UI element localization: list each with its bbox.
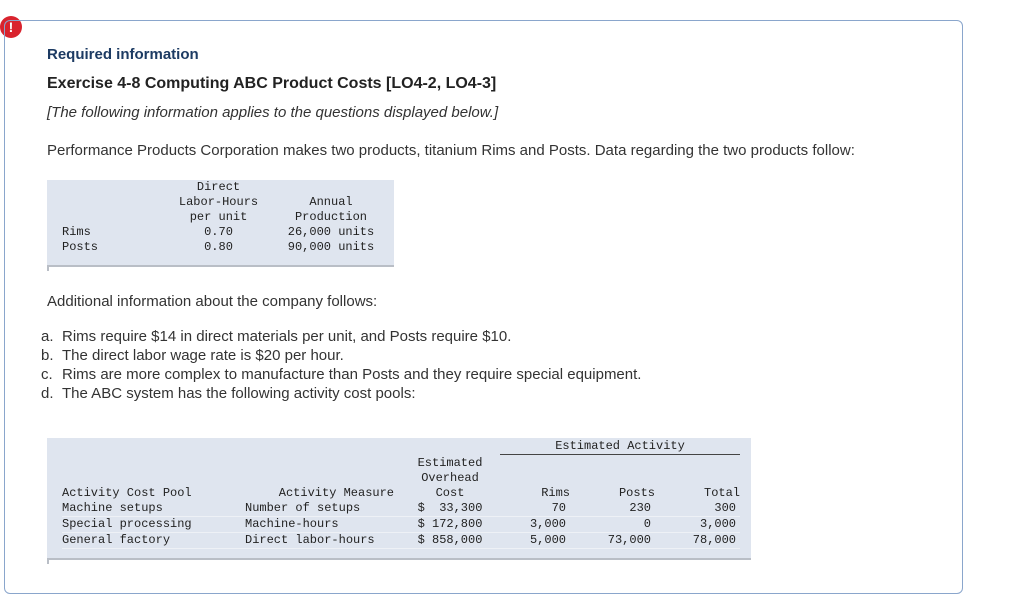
data-row: Posts 0.80 90,000 units [62, 240, 387, 255]
table-rule [47, 265, 394, 267]
header-cell [62, 180, 162, 225]
cell: Special processing [62, 516, 245, 533]
header-row: Activity Cost Pool Activity Measure Estima… [62, 455, 740, 501]
cell: $ 172,800 [400, 516, 500, 533]
cell: 3,000 [500, 516, 570, 533]
table-tick [47, 558, 49, 564]
item-marker: d. [41, 385, 54, 402]
item-marker: b. [41, 347, 54, 364]
header-line: Cost [435, 485, 465, 500]
header-line: Direct [196, 180, 241, 194]
header-line: Estimated [417, 455, 483, 470]
cell: $ 858,000 [400, 532, 500, 549]
header-line: Activity Cost Pool [62, 485, 192, 500]
item-marker: c. [41, 366, 53, 383]
header-cell: Annual Production [275, 180, 387, 225]
item-marker: a. [41, 328, 54, 345]
header-line: Activity Measure [278, 485, 394, 500]
header-line: Overhead [421, 470, 479, 485]
pool-table-box: Estimated Activity Activity Cost Pool Acti… [47, 438, 751, 558]
item-text: Rims require $14 in direct materials per… [62, 328, 512, 345]
additional: Additional information about the company… [47, 293, 378, 310]
product-table-box: Direct Labor-Hours per unit Annual Productio… [47, 180, 394, 266]
cell: 300 [655, 500, 741, 517]
header-line: Total [704, 485, 741, 500]
cell: 0 [570, 516, 655, 533]
cell: 0.80 [204, 240, 233, 254]
cell: 70 [500, 500, 570, 517]
cell: 0.70 [204, 225, 233, 239]
data-row: General factory Direct labor-hours $ 858,0… [62, 532, 741, 549]
cell: Number of setups [245, 500, 400, 517]
info-list: a. Rims require $14 in direct materials p… [41, 327, 641, 403]
header-line: Rims [541, 485, 570, 500]
intro: Performance Products Corporation makes t… [47, 142, 855, 159]
header-cell: Activity Measure [245, 455, 400, 501]
cell: Posts [62, 240, 99, 254]
cell: Direct labor-hours [245, 532, 400, 549]
note: [The following information applies to th… [47, 104, 499, 121]
cell: 5,000 [500, 532, 570, 549]
header-line: Annual [309, 195, 353, 209]
data-row: Machine setups Number of setups $ 33,300 70… [62, 500, 741, 517]
item-text: The ABC system has the following activit… [62, 385, 416, 402]
header-cell: Rims [500, 455, 570, 501]
header-line: Production [294, 210, 367, 224]
header-row: Direct Labor-Hours per unit Annual Productio… [62, 180, 387, 225]
product-table: Direct Labor-Hours per unit Annual Productio… [62, 180, 387, 255]
cell: General factory [62, 532, 245, 549]
header-cell: Direct Labor-Hours per unit [162, 180, 275, 225]
list-item: d. The ABC system has the following activ… [41, 384, 641, 403]
list-item: c. Rims are more complex to manufacture t… [41, 365, 641, 384]
pool-table: Estimated Activity Activity Cost Pool Acti… [62, 438, 741, 549]
exercise-title: Exercise 4-8 Computing ABC Product Costs… [47, 75, 497, 92]
cell: $ 33,300 [400, 500, 500, 517]
cell: Machine-hours [245, 516, 400, 533]
cell: 78,000 [655, 532, 741, 549]
item-text: The direct labor wage rate is $20 per ho… [62, 347, 344, 364]
data-row: Special processing Machine-hours $ 172,800… [62, 516, 741, 533]
group-row: Estimated Activity [62, 438, 741, 455]
header-cell: Activity Cost Pool [62, 455, 245, 501]
required-label: Required information [47, 46, 199, 63]
cell: 73,000 [570, 532, 655, 549]
cell: Machine setups [62, 500, 245, 517]
table-tick [47, 265, 49, 271]
header-line: per unit [189, 210, 248, 224]
header-line: Posts [618, 485, 655, 500]
cell: 3,000 [655, 516, 741, 533]
header-line: Labor-Hours [178, 195, 259, 209]
cell: 230 [570, 500, 655, 517]
data-row: Rims 0.70 26,000 units [62, 225, 387, 240]
header-cell: Posts [570, 455, 655, 501]
question-card [4, 20, 963, 594]
cell: 26,000 units [287, 225, 375, 239]
list-item: b. The direct labor wage rate is $20 per … [41, 346, 641, 365]
cell: Rims [62, 225, 91, 239]
cell: 90,000 units [287, 240, 375, 254]
group-header: Estimated Activity [500, 438, 741, 455]
list-item: a. Rims require $14 in direct materials p… [41, 327, 641, 346]
spacer [62, 438, 500, 455]
table-rule [47, 558, 751, 560]
header-cell: Estimated Overhead Cost [400, 455, 500, 501]
item-text: Rims are more complex to manufacture tha… [62, 366, 642, 383]
header-cell: Total [655, 455, 740, 501]
